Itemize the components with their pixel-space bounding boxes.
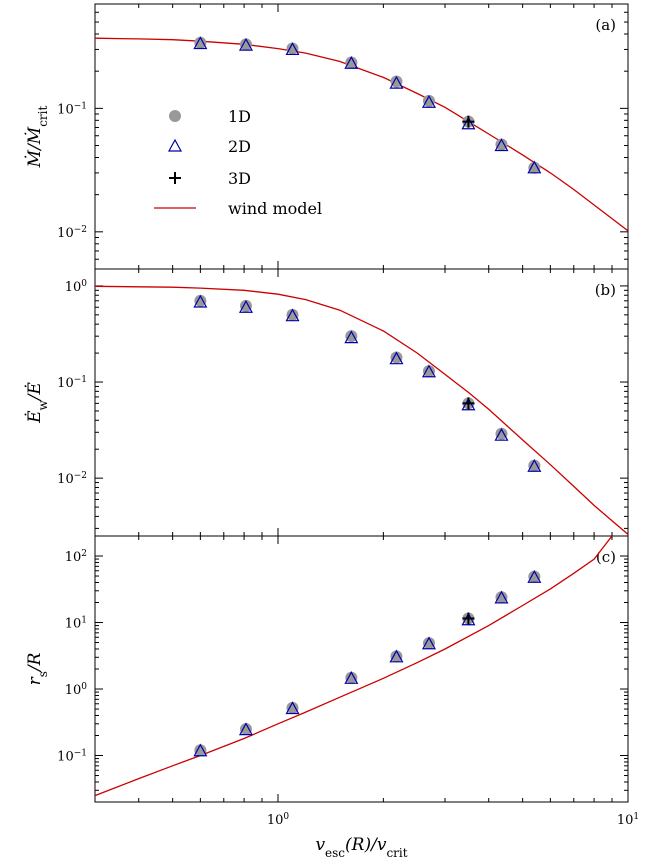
point-1d xyxy=(286,701,299,714)
point-2d xyxy=(193,743,208,757)
point-2d xyxy=(389,75,404,89)
y-tick-label: 101 xyxy=(65,616,87,632)
point-1d xyxy=(390,75,403,88)
x-tick-label: 101 xyxy=(617,812,639,828)
panel-label: (a) xyxy=(595,16,616,34)
point-1d xyxy=(345,671,358,684)
point-2d xyxy=(193,294,208,308)
legend-label-wind: wind model xyxy=(228,199,322,218)
point-1d xyxy=(194,294,207,307)
point-1d xyxy=(345,330,358,343)
panel-frame xyxy=(94,535,629,803)
y-tick-label: 10−1 xyxy=(57,749,87,765)
point-1d xyxy=(345,56,358,69)
x-axis-label: vesc(R)/vcrit xyxy=(315,835,407,859)
legend-marker-2d xyxy=(167,138,183,152)
point-2d xyxy=(389,649,404,663)
legend-label-2d: 2D xyxy=(228,137,251,156)
point-1d xyxy=(239,723,252,736)
point-2d xyxy=(238,299,253,313)
x-tick-label: 100 xyxy=(267,812,290,828)
point-2d xyxy=(421,95,436,108)
panel-b: 100 10−1 10−2 (b) Ėw/Ė xyxy=(24,268,629,537)
plot-area xyxy=(95,536,613,797)
point-1d xyxy=(286,308,299,321)
legend-label-1d: 1D xyxy=(228,107,251,126)
legend-marker-1d xyxy=(169,110,181,122)
point-2d xyxy=(527,160,542,174)
y-tick-label: 102 xyxy=(65,549,87,565)
point-1d xyxy=(194,36,207,49)
point-1d xyxy=(495,427,508,440)
point-1d xyxy=(239,38,252,51)
point-1d xyxy=(422,637,435,650)
series-line-wind-model xyxy=(95,37,628,232)
point-1d xyxy=(390,650,403,663)
y-tick-label: 10−1 xyxy=(57,101,87,117)
point-2d xyxy=(344,330,359,344)
panel-label: (b) xyxy=(595,281,616,299)
panel-a: 10−1 10−2 (a) Ṁ/Ṁcrit xyxy=(24,3,629,270)
point-1d xyxy=(239,299,252,312)
panel-label: (c) xyxy=(596,548,616,566)
legend-label-3d: 3D xyxy=(228,169,251,188)
point-2d xyxy=(344,55,359,69)
point-2d xyxy=(494,427,509,441)
legend: 1D 2D 3D wind model xyxy=(154,107,322,218)
y-tick-label: 100 xyxy=(65,682,88,698)
y-tick-label: 100 xyxy=(65,279,88,295)
point-2d xyxy=(494,138,509,152)
series-line-wind-model xyxy=(95,536,613,797)
point-2d xyxy=(238,37,253,51)
y-axis-label: Ṁ/Ṁcrit xyxy=(24,105,50,168)
point-2d xyxy=(421,364,436,378)
y-tick-label: 10−2 xyxy=(57,471,87,487)
point-1d xyxy=(286,42,299,55)
panel-c: 102 101 100 10−1 100 101 (c) rs/R vesc(R)/vcrit xyxy=(25,535,639,859)
point-1d xyxy=(390,351,403,364)
point-2d xyxy=(389,351,404,365)
point-2d xyxy=(461,116,476,130)
plot-area xyxy=(95,285,628,535)
point-2d xyxy=(193,36,208,50)
point-2d xyxy=(527,458,542,472)
point-1d xyxy=(194,744,207,757)
point-1d xyxy=(422,365,435,378)
point-3d xyxy=(462,612,475,625)
y-axis-label: Ėw/Ė xyxy=(24,381,50,423)
point-1d xyxy=(495,591,508,604)
series-line-wind-model xyxy=(95,285,628,535)
point-2d xyxy=(285,308,300,322)
y-tick-label: 10−2 xyxy=(57,225,87,241)
point-1d xyxy=(422,94,435,107)
legend-marker-3d xyxy=(169,172,181,184)
point-2d xyxy=(421,636,436,650)
point-2d xyxy=(238,722,253,736)
plot-area xyxy=(95,36,628,232)
y-tick-label: 10−1 xyxy=(57,375,87,391)
point-2d xyxy=(527,569,542,583)
point-1d xyxy=(495,138,508,151)
point-1d xyxy=(528,161,541,174)
point-2d xyxy=(494,590,509,604)
point-2d xyxy=(344,671,359,684)
point-1d xyxy=(528,570,541,583)
panel-frame xyxy=(94,268,629,537)
point-1d xyxy=(528,459,541,472)
y-axis-label: rs/R xyxy=(25,652,50,685)
panel-frame xyxy=(94,3,629,270)
point-3d xyxy=(462,115,475,128)
point-2d xyxy=(285,42,300,56)
point-2d xyxy=(285,701,300,715)
point-3d xyxy=(462,397,475,410)
